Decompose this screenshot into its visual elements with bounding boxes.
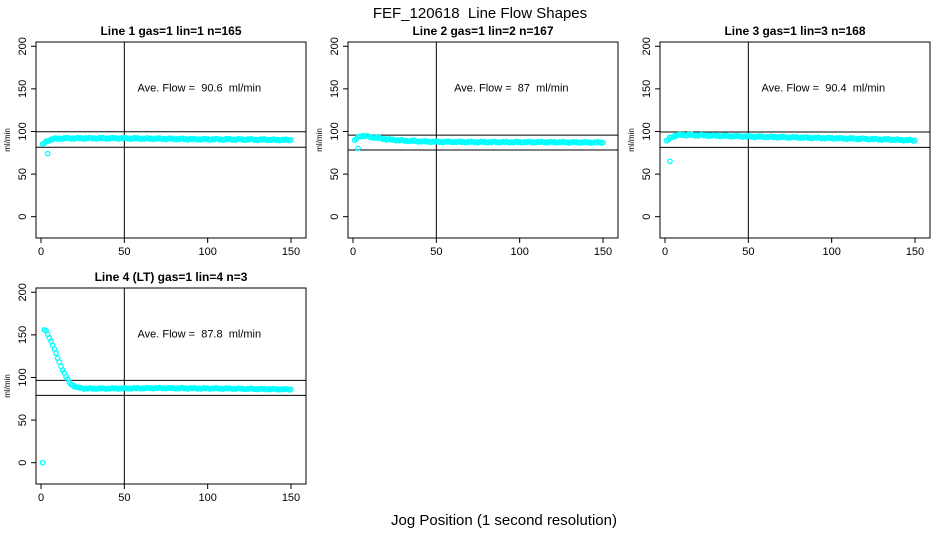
y-tick-label: 0 xyxy=(17,460,29,466)
x-tick-label: 150 xyxy=(282,492,300,504)
data-point xyxy=(288,386,294,393)
outlier-point xyxy=(667,158,673,165)
panel-line-1-chart: Line 1 gas=1 lin=1 n=165 0 50 100 150 0 50 100 1… xyxy=(3,24,307,258)
y-tick-label: 50 xyxy=(17,414,29,426)
panel-title: Line 1 gas=1 lin=1 n=165 xyxy=(100,26,241,38)
panel-line-2-chart: Line 2 gas=1 lin=2 n=167 0 50 100 150 0 50 100 1… xyxy=(315,24,619,258)
panel-title: Line 2 gas=1 lin=2 n=167 xyxy=(412,26,553,38)
x-tick-label: 100 xyxy=(198,492,216,504)
x-tick-label: 100 xyxy=(198,246,216,258)
y-tick-label: 150 xyxy=(17,326,29,344)
x-axis-label: Jog Position (1 second resolution) xyxy=(391,512,617,529)
y-tick-label: 0 xyxy=(17,214,29,220)
panel-line-1: Line 1 gas=1 lin=1 n=165 0 50 100 150 0 50 100 1… xyxy=(0,24,312,272)
x-tick-label: 0 xyxy=(350,246,356,258)
panel-line-4-lt: Line 4 (LT) gas=1 lin=4 n=3 0 50 100 150 0 50 1… xyxy=(0,270,312,518)
data-point xyxy=(912,137,918,144)
x-tick-label: 50 xyxy=(118,246,130,258)
x-tick-label: 0 xyxy=(662,246,668,258)
y-tick-label: 200 xyxy=(641,37,653,55)
y-tick-label: 50 xyxy=(17,168,29,180)
y-tick-label: 0 xyxy=(641,214,653,220)
x-tick-label: 150 xyxy=(906,246,924,258)
y-tick-label: 150 xyxy=(17,80,29,98)
data-point xyxy=(288,137,294,143)
x-tick-label: 150 xyxy=(594,246,612,258)
panel-line-3-chart: Line 3 gas=1 lin=3 n=168 0 50 100 150 0 50 100 1… xyxy=(627,24,931,258)
y-tick-label: 150 xyxy=(329,80,341,98)
y-tick-label: 50 xyxy=(329,168,341,180)
x-tick-label: 0 xyxy=(38,246,44,258)
plot-box xyxy=(35,287,307,485)
y-axis-title: ml/min xyxy=(315,128,324,152)
y-tick-label: 200 xyxy=(329,37,341,55)
y-axis-title: ml/min xyxy=(627,128,636,152)
x-tick-label: 0 xyxy=(38,492,44,504)
y-tick-label: 0 xyxy=(329,214,341,220)
panel-line-3: Line 3 gas=1 lin=3 n=168 0 50 100 150 0 50 100 1… xyxy=(624,24,936,272)
y-axis-title: ml/min xyxy=(3,374,12,398)
y-tick-label: 100 xyxy=(641,122,653,140)
y-tick-label: 100 xyxy=(17,122,29,140)
plot-box xyxy=(659,41,931,239)
outlier-point xyxy=(39,459,46,466)
x-tick-label: 50 xyxy=(118,492,130,504)
x-tick-label: 50 xyxy=(430,246,442,258)
x-tick-label: 100 xyxy=(822,246,840,258)
panel-line-2: Line 2 gas=1 lin=2 n=167 0 50 100 150 0 50 100 1… xyxy=(312,24,624,272)
avg-flow-annotation: Ave. Flow = 87.8 ml/min xyxy=(138,328,262,340)
avg-flow-annotation: Ave. Flow = 90.6 ml/min xyxy=(138,82,262,94)
avg-flow-annotation: Ave. Flow = 87 ml/min xyxy=(454,82,568,94)
x-tick-label: 100 xyxy=(510,246,528,258)
y-tick-label: 50 xyxy=(641,168,653,180)
x-tick-label: 150 xyxy=(282,246,300,258)
y-tick-label: 200 xyxy=(17,37,29,55)
data-point xyxy=(600,139,606,146)
y-tick-label: 100 xyxy=(329,122,341,140)
panel-title: Line 4 (LT) gas=1 lin=4 n=3 xyxy=(95,272,248,284)
plot-box xyxy=(35,41,307,239)
panel-title: Line 3 gas=1 lin=3 n=168 xyxy=(724,26,865,38)
data-point xyxy=(53,350,59,357)
y-tick-label: 150 xyxy=(641,80,653,98)
figure-title: FEF_120618 Line Flow Shapes xyxy=(372,5,588,22)
outlier-point xyxy=(44,150,51,157)
y-tick-label: 100 xyxy=(17,368,29,386)
panel-line-4-lt-chart: Line 4 (LT) gas=1 lin=4 n=3 0 50 100 150 0 50 1… xyxy=(3,270,307,504)
x-tick-label: 50 xyxy=(742,246,754,258)
plot-box xyxy=(347,41,619,239)
y-tick-label: 200 xyxy=(17,283,29,301)
avg-flow-annotation: Ave. Flow = 90.4 ml/min xyxy=(762,82,886,94)
y-axis-title: ml/min xyxy=(3,128,12,152)
outlier-point xyxy=(355,145,361,152)
